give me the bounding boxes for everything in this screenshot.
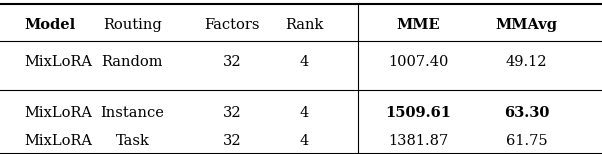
Text: 32: 32 xyxy=(223,55,241,69)
Text: 1381.87: 1381.87 xyxy=(388,134,448,148)
Text: 4: 4 xyxy=(299,106,309,120)
Text: 1007.40: 1007.40 xyxy=(388,55,448,69)
Text: Task: Task xyxy=(116,134,149,148)
Text: Factors: Factors xyxy=(204,18,259,32)
Text: 61.75: 61.75 xyxy=(506,134,548,148)
Text: 32: 32 xyxy=(223,134,241,148)
Text: MME: MME xyxy=(397,18,440,32)
Text: MMAvg: MMAvg xyxy=(496,18,557,32)
Text: 32: 32 xyxy=(223,106,241,120)
Text: 4: 4 xyxy=(299,134,309,148)
Text: 63.30: 63.30 xyxy=(504,106,550,120)
Text: MixLoRA: MixLoRA xyxy=(24,55,92,69)
Text: Model: Model xyxy=(24,18,75,32)
Text: 4: 4 xyxy=(299,55,309,69)
Text: 1509.61: 1509.61 xyxy=(385,106,452,120)
Text: MixLoRA: MixLoRA xyxy=(24,134,92,148)
Text: Random: Random xyxy=(102,55,163,69)
Text: Instance: Instance xyxy=(101,106,164,120)
Text: Routing: Routing xyxy=(103,18,162,32)
Text: Rank: Rank xyxy=(285,18,323,32)
Text: MixLoRA: MixLoRA xyxy=(24,106,92,120)
Text: 49.12: 49.12 xyxy=(506,55,547,69)
